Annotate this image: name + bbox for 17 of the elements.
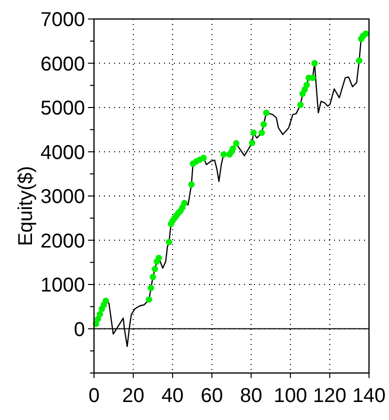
y-tick-label: 3000 xyxy=(40,186,85,208)
x-tick-label: 40 xyxy=(161,385,184,407)
y-tick-label: 0 xyxy=(74,318,85,341)
y-tick-label: 4000 xyxy=(40,142,85,164)
y-tick-label: 1000 xyxy=(40,274,85,296)
x-tick-label: 120 xyxy=(313,385,346,407)
y-tick-label: 7000 xyxy=(40,9,85,31)
x-tick-label: 80 xyxy=(240,385,262,407)
x-tick-label: 0 xyxy=(88,385,100,407)
x-tick-label: 20 xyxy=(122,385,144,407)
y-axis-title: Equity($) xyxy=(15,166,37,246)
x-tick-label: 100 xyxy=(274,385,308,407)
y-tick-label: 5000 xyxy=(40,98,85,120)
y-tick-label: 2000 xyxy=(40,230,85,252)
x-tick-label: 60 xyxy=(200,385,223,407)
y-tick-label: 6000 xyxy=(40,53,85,76)
x-tick-label: 140 xyxy=(352,385,386,407)
